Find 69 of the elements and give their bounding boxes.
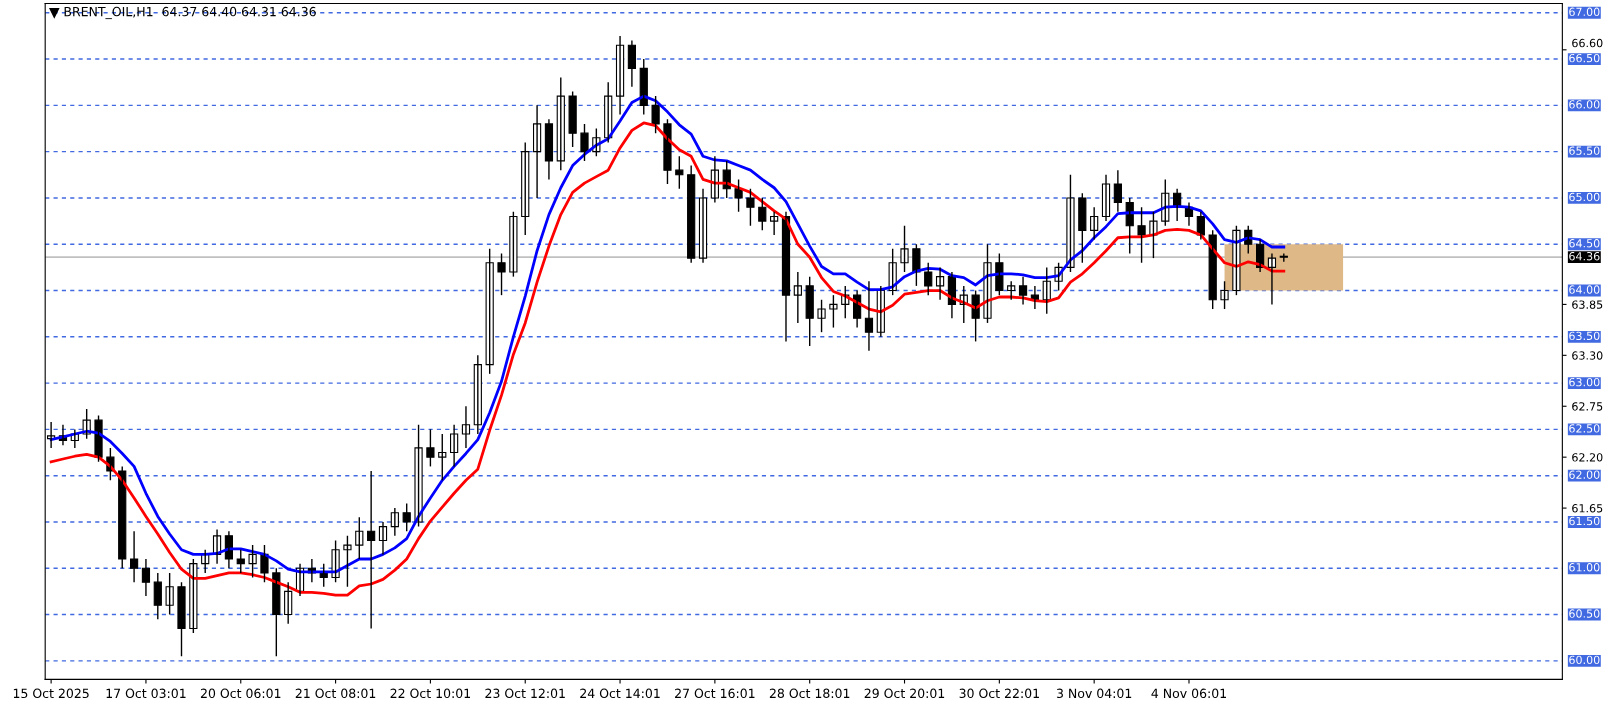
candlestick: [343, 535, 352, 588]
y-tick-label: 63.85: [1572, 300, 1603, 309]
y-tick-label: 66.60: [1572, 38, 1603, 48]
ref-line-label: 62.00: [1569, 470, 1600, 479]
candlestick: [1007, 280, 1016, 301]
candlestick: [497, 252, 506, 296]
y-tick-label: 63.30: [1572, 351, 1603, 360]
candlestick: [663, 118, 672, 185]
candlestick: [568, 90, 577, 148]
ref-line-label: 61.00: [1569, 563, 1600, 572]
ref-line-label: 63.00: [1569, 377, 1600, 387]
x-tick-label: 15 Oct 2025: [13, 688, 89, 699]
ref-line-label: 65.00: [1569, 192, 1600, 202]
candlestick: [485, 248, 494, 375]
candlestick: [509, 211, 518, 278]
candlestick: [651, 95, 660, 134]
ref-line-label: 64.50: [1569, 239, 1600, 248]
ref-line-label: 64.36: [1569, 252, 1600, 261]
chart-title: BRENT_OIL,H1 64.37 64.40 64.31 64.36: [64, 6, 316, 20]
candlestick: [912, 243, 921, 287]
ref-line-label: 62.50: [1569, 424, 1600, 433]
candlestick: [189, 558, 198, 634]
candlestick: [805, 275, 814, 347]
ref-line-label: 60.50: [1569, 609, 1600, 618]
candlestick: [1066, 174, 1075, 273]
candlestick: [236, 549, 245, 574]
x-tick-label: 27 Oct 16:01: [675, 688, 755, 699]
x-tick-label: 17 Oct 03:01: [106, 688, 186, 699]
candlestick: [924, 262, 933, 296]
x-tick-label: 3 Nov 04:01: [1056, 688, 1132, 699]
x-tick-label: 23 Oct 12:01: [485, 688, 565, 699]
candlestick: [817, 299, 826, 333]
ref-line-label: 63.50: [1569, 331, 1600, 341]
candlestick: [1220, 280, 1229, 310]
ref-line-label: 67.00: [1569, 7, 1600, 16]
candlestick: [580, 123, 589, 162]
y-tick-label: 62.20: [1572, 453, 1603, 462]
candlestick: [272, 567, 281, 657]
ref-line-label: 66.00: [1569, 100, 1600, 109]
x-tick-label: 4 Nov 06:01: [1151, 688, 1226, 699]
candlestick: [746, 187, 755, 227]
candlestick: [177, 581, 186, 657]
candlestick: [734, 178, 743, 213]
candlestick: [414, 424, 423, 528]
x-tick-label: 28 Oct 18:01: [769, 688, 850, 699]
ref-line-label: 64.00: [1569, 285, 1600, 294]
ref-line-label: 61.50: [1569, 516, 1600, 526]
candlestick: [438, 433, 447, 482]
candlestick: [1208, 229, 1217, 310]
ref-line-label: 65.50: [1569, 146, 1600, 155]
candlestick: [1078, 192, 1087, 264]
x-tick-label: 20 Oct 06:01: [200, 688, 281, 699]
x-tick-label: 24 Oct 14:01: [580, 688, 660, 699]
candlestick: [829, 294, 838, 329]
y-tick-label: 61.65: [1572, 504, 1603, 513]
candlestick: [900, 225, 909, 273]
candlestick: [1137, 206, 1146, 264]
x-tick-label: 22 Oct 10:01: [390, 688, 470, 699]
candlestick: [165, 572, 174, 616]
candlestick: [331, 539, 340, 583]
candlestick: [248, 544, 257, 579]
x-tick-label: 30 Oct 22:01: [959, 688, 1039, 699]
ref-line-label: 60.00: [1569, 655, 1600, 665]
candlestick: [426, 428, 435, 468]
y-tick-label: 62.75: [1572, 402, 1603, 411]
x-tick-label: 21 Oct 08:01: [295, 688, 376, 699]
ref-line-label: 66.50: [1569, 53, 1600, 63]
candlestick: [402, 502, 411, 532]
x-tick-label: 29 Oct 20:01: [864, 688, 945, 699]
